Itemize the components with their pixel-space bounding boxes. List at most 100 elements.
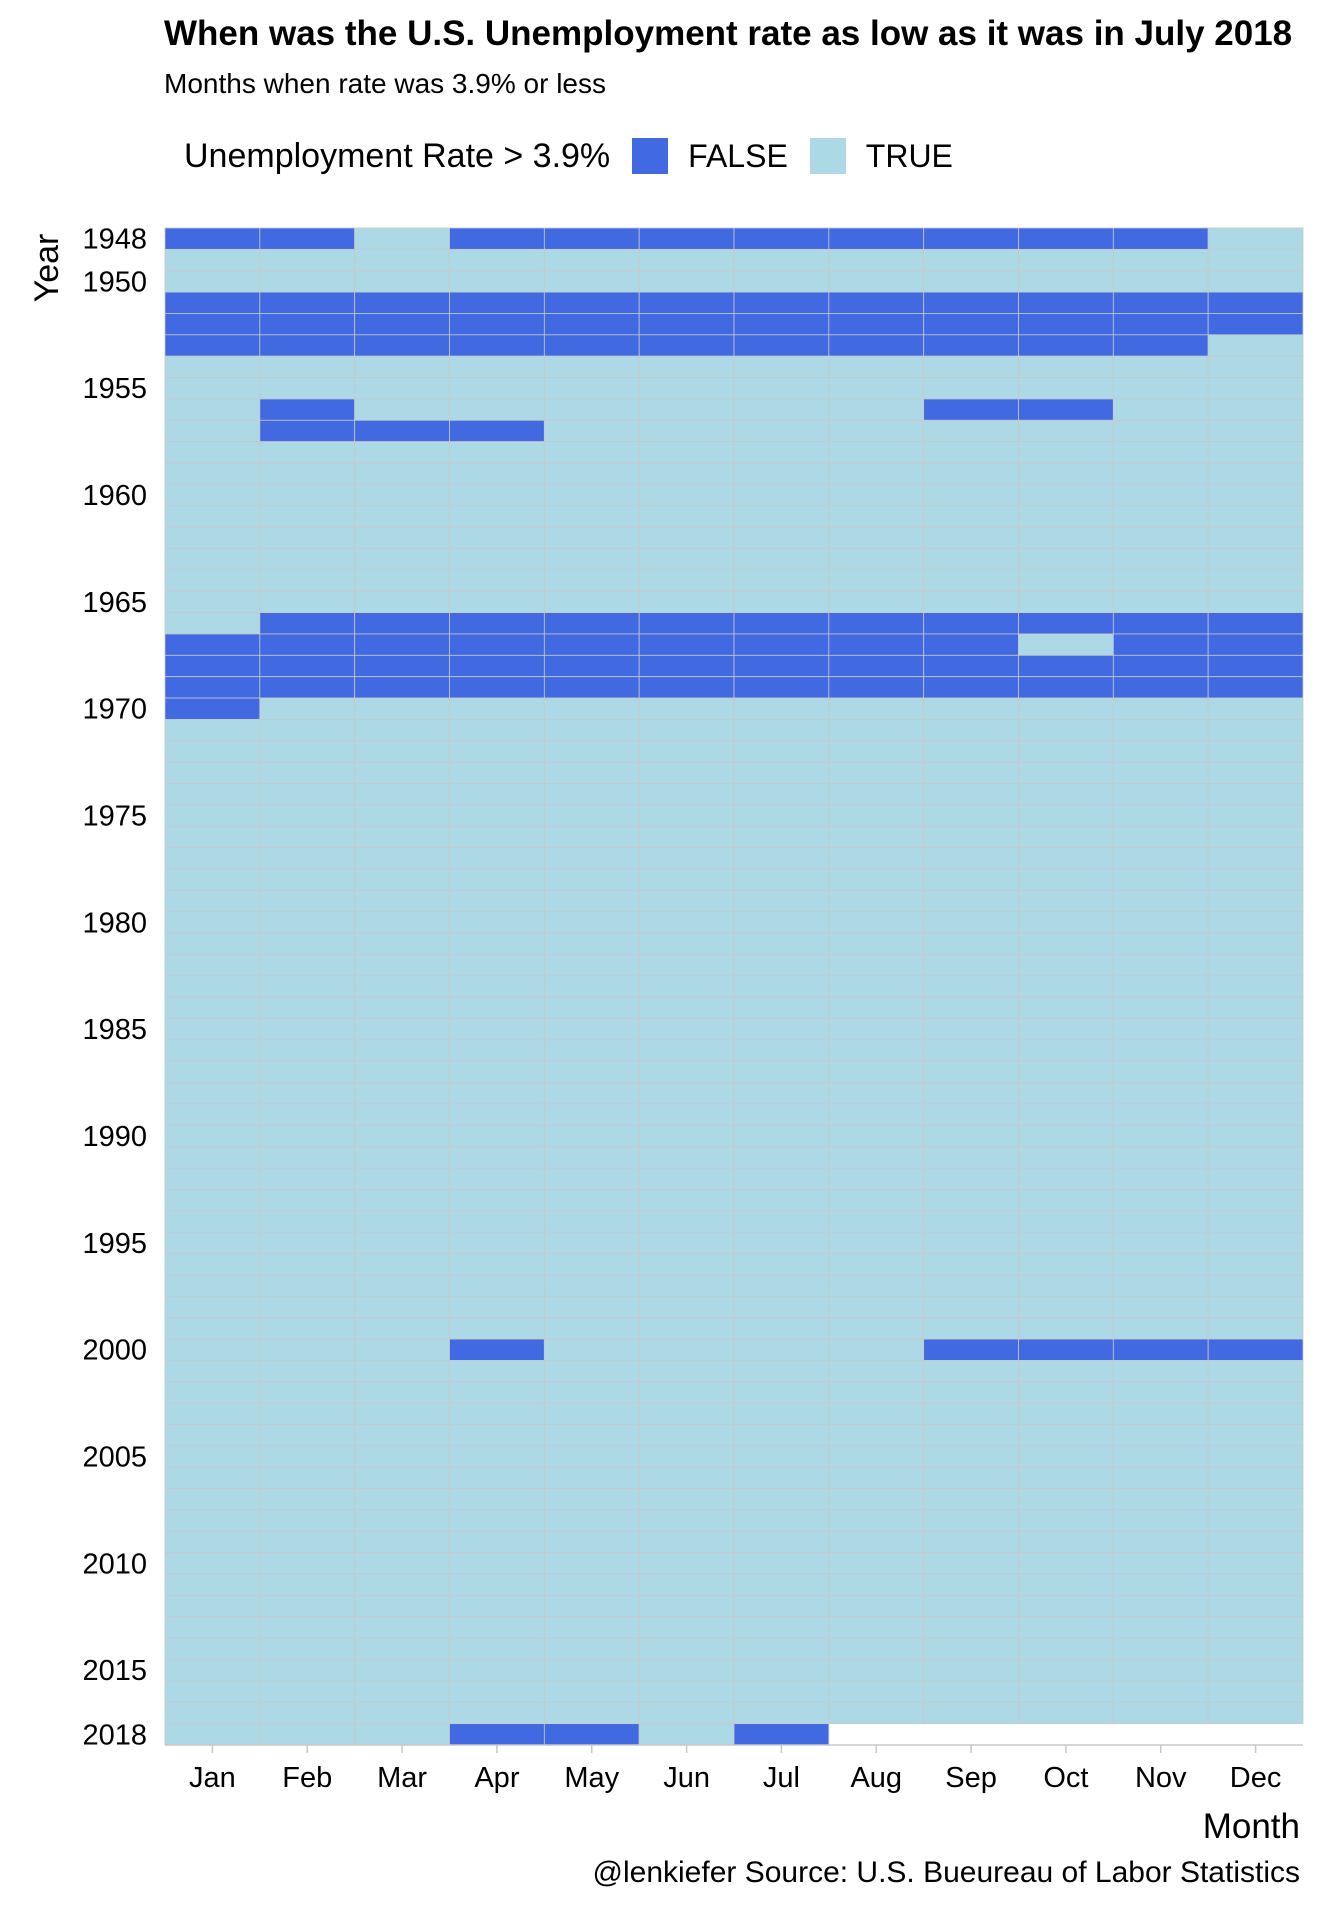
heatmap-cell-1973-mar	[354, 761, 450, 784]
heatmap-cell-1950-jan	[164, 270, 261, 293]
heatmap-cell-1968-jul	[733, 654, 830, 678]
heatmap-cell-2008-apr	[449, 1509, 545, 1532]
heatmap-cell-2009-dec	[1207, 1530, 1304, 1554]
heatmap-cell-2013-mar	[354, 1616, 450, 1639]
heatmap-cell-1948-may	[543, 227, 640, 250]
heatmap-cell-1969-feb	[259, 676, 356, 699]
heatmap-cell-1995-may	[543, 1231, 640, 1254]
heatmap-cell-1956-oct	[1018, 398, 1114, 421]
heatmap-cell-1971-jan	[164, 719, 261, 742]
heatmap-cell-2000-feb	[259, 1338, 356, 1361]
heatmap-cell-1951-oct	[1018, 291, 1114, 314]
heatmap-cell-1957-sep	[923, 419, 1019, 443]
heatmap-cell-1948-apr	[449, 227, 545, 250]
heatmap-cell-2014-dec	[1207, 1637, 1304, 1660]
heatmap-cell-1977-may	[543, 847, 640, 870]
heatmap-cell-1972-may	[543, 740, 640, 763]
heatmap-cell-1993-jul	[733, 1189, 830, 1212]
heatmap-cell-1963-mar	[354, 548, 450, 571]
heatmap-cell-2015-oct	[1018, 1659, 1114, 1682]
heatmap-cell-1961-dec	[1207, 505, 1304, 528]
x-tick-label-jan: Jan	[189, 1762, 236, 1794]
heatmap-cell-1989-may	[543, 1103, 640, 1126]
heatmap-cell-1974-mar	[354, 783, 450, 806]
heatmap-cell-1959-aug	[828, 462, 925, 485]
heatmap-cell-1978-nov	[1112, 868, 1209, 891]
heatmap-cell-1981-dec	[1207, 932, 1304, 955]
heatmap-cell-1993-aug	[828, 1189, 925, 1212]
heatmap-cell-1993-may	[543, 1189, 640, 1212]
heatmap-cell-1994-feb	[259, 1210, 356, 1233]
heatmap-cell-1968-may	[543, 654, 640, 678]
heatmap-cell-1990-apr	[449, 1124, 545, 1148]
heatmap-cell-2010-oct	[1018, 1552, 1114, 1575]
heatmap-cell-1991-mar	[354, 1146, 450, 1169]
heatmap-cell-1964-dec	[1207, 569, 1304, 592]
heatmap-cell-1975-jan	[164, 804, 261, 827]
heatmap-cell-1965-feb	[259, 590, 356, 613]
heatmap-cell-2008-mar	[354, 1509, 450, 1532]
heatmap-cell-1957-jun	[638, 419, 735, 443]
heatmap-cell-1951-jan	[164, 291, 261, 314]
heatmap-cell-2007-jun	[638, 1488, 735, 1511]
heatmap-cell-2010-aug	[828, 1552, 925, 1575]
heatmap-cell-1957-jan	[164, 419, 261, 443]
heatmap-cell-1964-feb	[259, 569, 356, 592]
heatmap-cell-1976-sep	[923, 825, 1019, 849]
heatmap-cell-2004-aug	[828, 1424, 925, 1447]
heatmap-cell-2004-oct	[1018, 1424, 1114, 1447]
heatmap-cell-2000-aug	[828, 1338, 925, 1361]
heatmap-cell-1952-sep	[923, 313, 1019, 336]
heatmap-cell-1962-jul	[733, 526, 830, 549]
heatmap-cell-2015-sep	[923, 1659, 1019, 1682]
heatmap-cell-2011-sep	[923, 1573, 1019, 1596]
heatmap-cell-2008-jan	[164, 1509, 261, 1532]
heatmap-cell-1961-nov	[1112, 505, 1209, 528]
heatmap-cell-1957-nov	[1112, 419, 1209, 443]
heatmap-cell-2014-jul	[733, 1637, 830, 1660]
heatmap-cell-1995-apr	[449, 1231, 545, 1254]
heatmap-cell-1985-nov	[1112, 1018, 1209, 1041]
heatmap-cell-1966-sep	[923, 612, 1019, 635]
heatmap-cell-1998-nov	[1112, 1295, 1209, 1319]
heatmap-cell-1966-nov	[1112, 612, 1209, 635]
heatmap-cell-1976-jun	[638, 825, 735, 849]
heatmap-cell-1971-jul	[733, 719, 830, 742]
heatmap-cell-2001-oct	[1018, 1360, 1114, 1383]
heatmap-cell-1969-aug	[828, 676, 925, 699]
heatmap-cell-1949-nov	[1112, 248, 1209, 272]
heatmap-cell-2001-dec	[1207, 1360, 1304, 1383]
heatmap-cell-1950-feb	[259, 270, 356, 293]
heatmap-cell-1979-jul	[733, 889, 830, 913]
heatmap-cell-2012-jul	[733, 1595, 830, 1618]
heatmap-cell-1983-oct	[1018, 975, 1114, 998]
x-tick-label-mar: Mar	[377, 1762, 427, 1794]
heatmap-cell-1984-dec	[1207, 996, 1304, 1019]
heatmap-cell-2016-apr	[449, 1680, 545, 1703]
heatmap-cell-1980-aug	[828, 911, 925, 934]
heatmap-cell-2007-oct	[1018, 1488, 1114, 1511]
heatmap-cell-1991-aug	[828, 1146, 925, 1169]
heatmap-cell-1976-apr	[449, 825, 545, 849]
heatmap-cell-1970-jul	[733, 697, 830, 720]
heatmap-cell-1978-jan	[164, 868, 261, 891]
heatmap-cell-2015-mar	[354, 1659, 450, 1682]
heatmap-cell-1988-feb	[259, 1082, 356, 1105]
heatmap-cell-1967-jan	[164, 633, 261, 656]
heatmap-cell-1977-aug	[828, 847, 925, 870]
heatmap-cell-1953-sep	[923, 334, 1019, 357]
heatmap-cell-1967-feb	[259, 633, 356, 656]
heatmap-cell-1975-aug	[828, 804, 925, 827]
heatmap-cell-1964-jun	[638, 569, 735, 592]
heatmap-cell-1964-sep	[923, 569, 1019, 592]
heatmap-cell-1971-may	[543, 719, 640, 742]
heatmap-cell-1972-mar	[354, 740, 450, 763]
heatmap-cell-1966-jun	[638, 612, 735, 635]
heatmap-cell-1972-apr	[449, 740, 545, 763]
heatmap-cell-1973-aug	[828, 761, 925, 784]
heatmap-cell-1985-jun	[638, 1018, 735, 1041]
heatmap-cell-1949-mar	[354, 248, 450, 272]
heatmap-cell-1997-oct	[1018, 1274, 1114, 1297]
heatmap-cell-2010-dec	[1207, 1552, 1304, 1575]
